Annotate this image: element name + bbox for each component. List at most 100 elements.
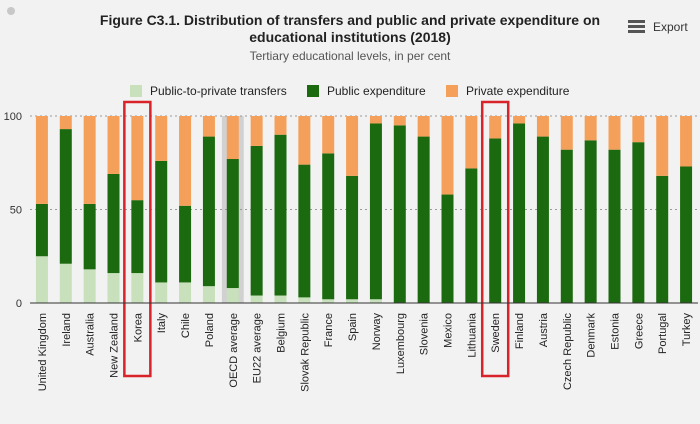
bar-private bbox=[680, 116, 693, 167]
x-tick-label: Czech Republic bbox=[562, 313, 574, 391]
x-tick-label: Lithuania bbox=[466, 312, 478, 358]
chart-title: Figure C3.1. Distribution of transfers a… bbox=[80, 12, 620, 46]
bar-private bbox=[131, 116, 144, 201]
bar-public bbox=[274, 134, 287, 296]
bar-transfers bbox=[346, 299, 359, 303]
bar-private bbox=[179, 116, 192, 206]
bar-public bbox=[536, 136, 549, 303]
x-tick-label: Greece bbox=[633, 313, 645, 349]
bar-public bbox=[250, 145, 263, 296]
export-label: Export bbox=[653, 19, 688, 34]
bar-public bbox=[155, 160, 168, 283]
bar-private bbox=[632, 116, 645, 143]
bar-transfers bbox=[274, 295, 287, 303]
legend-label-transfers: Public-to-private transfers bbox=[150, 84, 287, 98]
x-tick-label: Slovenia bbox=[419, 312, 431, 355]
bar-public bbox=[489, 138, 502, 303]
chart-title-line-1: Figure C3.1. Distribution of transfers a… bbox=[99, 12, 601, 28]
x-tick-label: New Zealand bbox=[109, 313, 121, 378]
bar-private bbox=[441, 116, 454, 195]
bar-private bbox=[202, 116, 215, 137]
bar-transfers bbox=[131, 273, 144, 303]
legend-label-public: Public expenditure bbox=[327, 84, 426, 98]
bar-transfers bbox=[298, 297, 311, 303]
bar-public bbox=[560, 149, 573, 303]
chart-header: Figure C3.1. Distribution of transfers a… bbox=[0, 0, 700, 80]
bar-private bbox=[489, 116, 502, 139]
bar-public bbox=[632, 142, 645, 303]
bar-transfers bbox=[83, 269, 96, 303]
bar-private bbox=[584, 116, 597, 141]
bar-private bbox=[298, 116, 311, 165]
x-tick-label: Ireland bbox=[61, 313, 73, 347]
export-button[interactable]: Export bbox=[628, 18, 688, 35]
legend-item-private[interactable]: Private expenditure bbox=[446, 84, 569, 98]
bar-public bbox=[131, 200, 144, 274]
bar-public bbox=[107, 173, 120, 274]
bar-public bbox=[369, 123, 382, 300]
bar-transfers bbox=[107, 273, 120, 303]
bar-private bbox=[59, 116, 72, 130]
bar-private bbox=[536, 116, 549, 137]
x-tick-label: Austria bbox=[538, 312, 550, 347]
bar-private bbox=[274, 116, 287, 135]
legend-swatch-transfers bbox=[130, 85, 142, 97]
x-tick-label: Estonia bbox=[610, 312, 622, 350]
x-tick-label: Australia bbox=[85, 312, 97, 356]
x-tick-label: United Kingdom bbox=[37, 313, 49, 391]
y-tick-label: 100 bbox=[4, 111, 22, 123]
bar-public bbox=[298, 164, 311, 298]
corner-dot-icon bbox=[6, 6, 16, 16]
highlight-box bbox=[123, 100, 152, 378]
bar-public bbox=[59, 129, 72, 264]
bar-private bbox=[35, 116, 48, 204]
bar-private bbox=[107, 116, 120, 174]
x-tick-label: OECD average bbox=[228, 313, 240, 388]
bar-transfers bbox=[250, 295, 263, 303]
x-tick-label: Denmark bbox=[586, 313, 598, 358]
bar-private bbox=[346, 116, 359, 176]
bar-transfers bbox=[59, 263, 72, 303]
x-tick-label: Finland bbox=[514, 313, 526, 349]
x-tick-label: Norway bbox=[371, 313, 383, 351]
legend-swatch-public bbox=[307, 85, 319, 97]
x-tick-label: Turkey bbox=[681, 313, 693, 347]
bar-private bbox=[226, 116, 239, 160]
bar-private bbox=[155, 116, 168, 161]
bar-private bbox=[656, 116, 669, 176]
bar-public bbox=[35, 203, 48, 257]
bar-public bbox=[513, 123, 526, 303]
x-tick-label: Chile bbox=[180, 313, 192, 338]
bar-private bbox=[393, 116, 406, 126]
x-tick-label: Luxembourg bbox=[395, 313, 407, 374]
x-tick-label: EU22 average bbox=[252, 313, 264, 383]
bar-public bbox=[584, 140, 597, 303]
legend-item-transfers[interactable]: Public-to-private transfers bbox=[130, 84, 287, 98]
bar-transfers bbox=[35, 256, 48, 303]
x-tick-label: Portugal bbox=[657, 313, 669, 354]
bar-private bbox=[608, 116, 621, 150]
chart-subtitle: Tertiary educational levels, in per cent bbox=[249, 49, 451, 63]
bar-transfers bbox=[369, 299, 382, 303]
x-tick-label: France bbox=[323, 313, 335, 347]
x-tick-label: Italy bbox=[156, 313, 168, 334]
x-tick-label: Slovak Republic bbox=[299, 313, 311, 392]
bar-private bbox=[417, 116, 430, 137]
bar-private bbox=[465, 116, 478, 169]
bar-private bbox=[250, 116, 263, 146]
bar-transfers bbox=[155, 282, 168, 303]
bar-transfers bbox=[226, 288, 239, 303]
x-tick-label: Mexico bbox=[443, 313, 455, 348]
y-tick-label: 0 bbox=[16, 298, 22, 310]
bar-public bbox=[83, 203, 96, 270]
bar-transfers bbox=[202, 286, 215, 303]
bar-public bbox=[346, 175, 359, 300]
x-tick-label: Spain bbox=[347, 313, 359, 341]
bar-private bbox=[513, 116, 526, 124]
legend-item-public[interactable]: Public expenditure bbox=[307, 84, 426, 98]
bar-public bbox=[680, 166, 693, 303]
bar-private bbox=[369, 116, 382, 124]
hamburger-menu-icon bbox=[628, 18, 645, 35]
x-tick-label: Belgium bbox=[276, 313, 288, 353]
